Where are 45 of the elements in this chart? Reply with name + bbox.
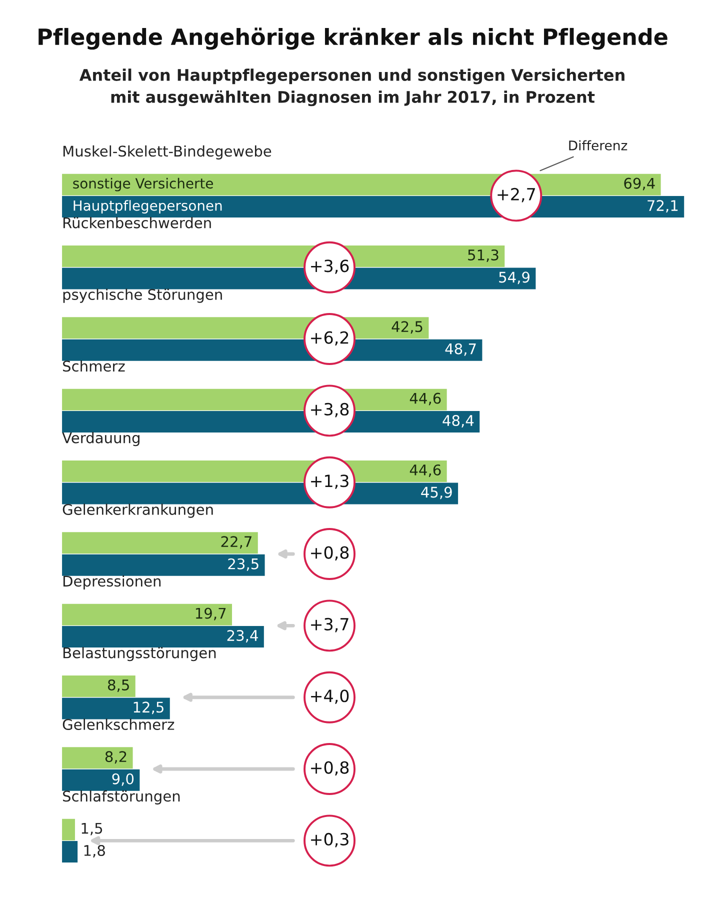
y-tick-label: psychische Störungen (63, 288, 222, 303)
annotation: +0,8 (311, 761, 349, 776)
chart-title: Pflegende Angehörige kränker als nicht Pflegende (38, 28, 668, 50)
y-tick-label: Rückenbeschwerden (63, 217, 211, 228)
annotation: +0,3 (311, 832, 348, 848)
y-tick-label: Schlafstörungen (63, 790, 180, 804)
y-tick-label: Belastungsstörungen (63, 647, 216, 662)
y-tick-label: Depressionen (63, 575, 161, 590)
data-label: 8,2 (105, 751, 126, 764)
data-label: 51,3 (468, 249, 498, 262)
annotation: +2,7 (498, 188, 535, 202)
data-label: 1,5 (82, 822, 102, 836)
data-label: 44,6 (410, 392, 441, 406)
annotation: +3,6 (311, 260, 349, 274)
series-label: sonstige Versicherte (73, 178, 213, 192)
data-label: 54,9 (499, 272, 530, 284)
data-label: 23,5 (228, 558, 258, 571)
y-tick-label: Verdauung (62, 432, 140, 446)
annotation: +0,8 (311, 546, 349, 561)
data-label: 1,8 (84, 844, 105, 858)
annotation: +6,2 (311, 331, 348, 346)
chart-subtitle: Anteil von Hauptpflegepersonen und sonstigen Versicherten mit ausgewählten Diagnosen im Jahr 2017, in Prozent (79, 68, 624, 106)
data-label: 48,4 (442, 414, 474, 428)
data-label: 42,5 (392, 321, 422, 334)
data-label: 69,4 (624, 178, 655, 190)
data-label: 72,1 (648, 200, 678, 213)
data-label: 19,7 (196, 608, 226, 620)
annotation: +4,0 (311, 690, 349, 704)
data-label: 9,0 (112, 773, 134, 786)
data-label: 44,6 (410, 464, 441, 477)
series-label: Hauptpflegepersonen (74, 200, 222, 214)
data-label: 48,7 (445, 343, 476, 356)
y-tick-label: Gelenkschmerz (62, 718, 174, 730)
data-label: 12,5 (134, 702, 164, 714)
y-tick-label: Schmerz (63, 360, 125, 372)
y-tick-label: Muskel-Skelett-Bindegewebe (63, 145, 272, 160)
data-label: 22,7 (221, 536, 252, 549)
annotation: Differenz (569, 140, 628, 150)
annotation: +3,8 (311, 402, 349, 418)
annotation: +3,7 (311, 618, 348, 632)
data-label: 8,5 (108, 679, 129, 692)
y-tick-label: Gelenkerkrankungen (62, 504, 213, 518)
data-label: 23,4 (227, 630, 258, 643)
annotation: +1,3 (311, 474, 348, 489)
data-label: 45,9 (421, 486, 452, 500)
